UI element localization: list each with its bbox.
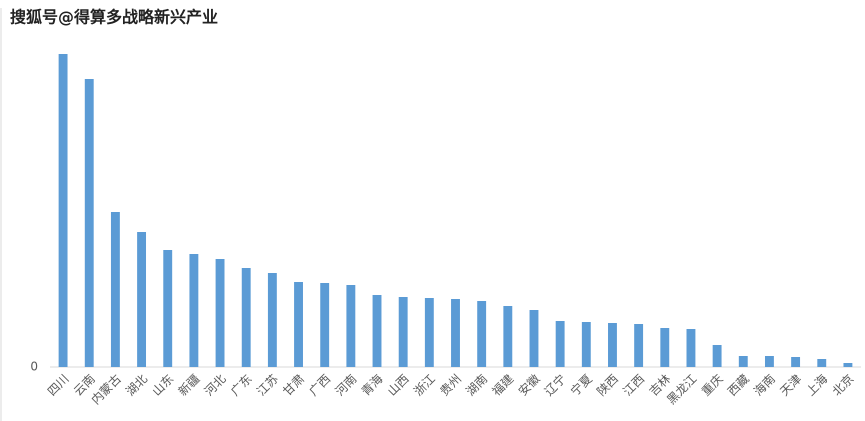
y-tick-label: 0 — [30, 360, 38, 374]
bar — [372, 295, 382, 367]
bar — [110, 212, 120, 367]
x-tick-label: 山西 — [385, 372, 412, 399]
bar — [581, 322, 591, 367]
x-tick-label: 青海 — [358, 371, 386, 399]
x-tick-label: 上海 — [803, 371, 831, 399]
x-tick-label: 贵州 — [437, 372, 464, 399]
bar — [163, 250, 173, 367]
x-tick-label: 广西 — [306, 372, 333, 399]
bar — [398, 297, 408, 367]
x-tick-label: 甘肃 — [280, 372, 307, 399]
bar — [84, 79, 94, 367]
bar — [215, 259, 225, 367]
bar — [503, 306, 513, 367]
x-tick-label: 安徽 — [515, 371, 543, 399]
x-tick-label: 新疆 — [175, 371, 203, 399]
x-tick-label: 山东 — [149, 372, 176, 399]
watermark: 搜狐号@得算多战略新兴产业 — [10, 8, 218, 27]
x-tick-label: 河南 — [332, 371, 360, 399]
bar — [608, 323, 617, 367]
x-tick-label: 湖北 — [123, 371, 151, 399]
x-tick-label: 江苏 — [254, 372, 281, 399]
bar — [424, 298, 434, 367]
bar — [477, 301, 487, 367]
bar — [843, 363, 853, 367]
x-tick-label: 福建 — [489, 371, 517, 399]
bar — [555, 321, 565, 367]
x-tick-label: 北京 — [830, 372, 857, 399]
x-tick-label: 西藏 — [725, 372, 752, 399]
bar — [764, 356, 774, 367]
x-tick-label: 河北 — [202, 372, 229, 399]
x-tick-label: 重庆 — [699, 372, 726, 399]
bar — [791, 357, 801, 367]
x-tick-label: 海南 — [750, 371, 778, 399]
bar — [712, 345, 722, 367]
x-tick-label: 湖南 — [463, 371, 491, 399]
bar — [346, 285, 356, 367]
bar — [137, 232, 147, 367]
x-tick-label: 四川 — [45, 372, 72, 399]
bar — [241, 268, 251, 367]
x-tick-label: 江西 — [620, 372, 647, 399]
bar — [660, 328, 670, 367]
bar — [738, 356, 748, 367]
bar — [634, 324, 644, 367]
bar — [817, 359, 827, 367]
bar — [451, 299, 460, 367]
x-tick-label: 天津 — [777, 372, 804, 399]
bar — [267, 273, 277, 367]
bar — [686, 329, 696, 367]
bar — [58, 54, 68, 367]
x-tick-label: 辽宁 — [541, 371, 569, 399]
x-tick-label: 宁夏 — [567, 371, 595, 399]
x-tick-label: 陕西 — [593, 371, 621, 399]
x-tick-label: 浙江 — [411, 372, 438, 399]
x-tick-label: 内蒙古 — [88, 371, 124, 407]
bar — [294, 282, 303, 367]
bar — [189, 254, 199, 367]
bar — [320, 283, 330, 367]
x-tick-label: 广东 — [228, 372, 255, 399]
x-tick-label: 黑龙江 — [664, 372, 699, 407]
bar — [529, 310, 539, 367]
